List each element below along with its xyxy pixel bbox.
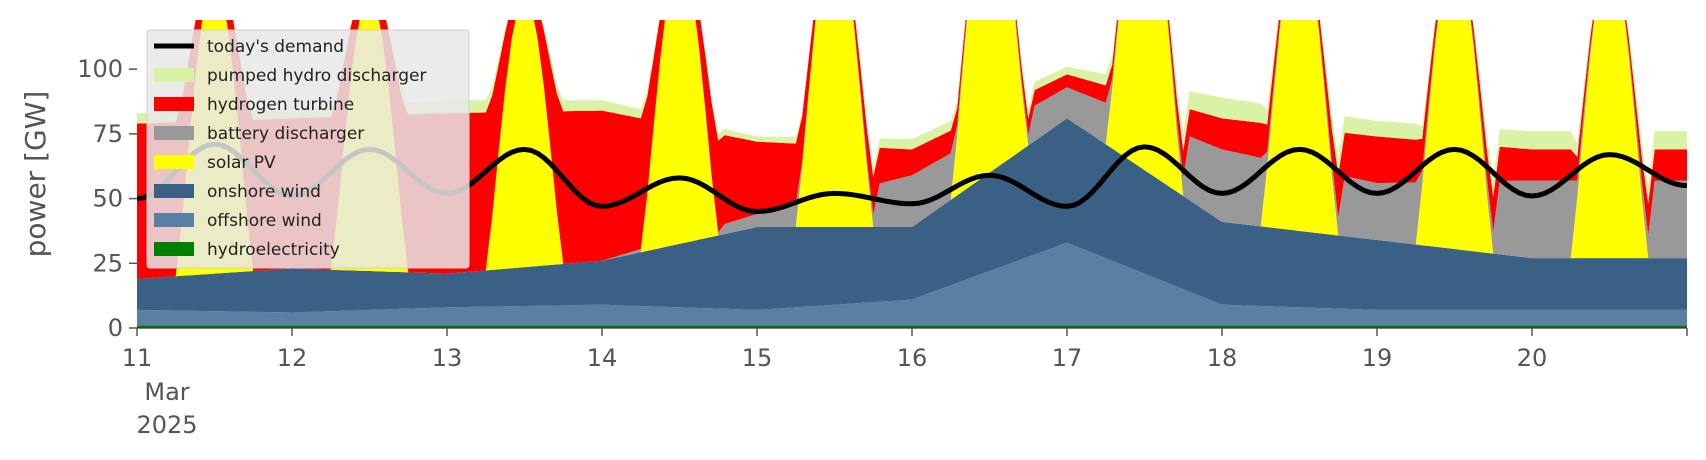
area-hydroelectricity <box>137 325 1687 328</box>
legend-box <box>146 29 470 269</box>
legend: today's demand pumped hydro discharger hyd… <box>146 29 470 269</box>
axes: 0 25 50 75 100 11 12 13 14 15 16 17 18 19 20 Mar 2025 <box>77 55 1688 439</box>
x-tick-label: 19 <box>1362 344 1393 372</box>
x-tick-label: 18 <box>1207 344 1238 372</box>
legend-item: solar PV <box>207 153 276 173</box>
x-tick-label: 16 <box>897 344 928 372</box>
y-tick-label: 100 <box>77 55 123 83</box>
legend-swatch <box>154 242 194 256</box>
x-tick-sublabel: 2025 <box>136 411 197 439</box>
legend-swatch <box>154 68 194 82</box>
legend-item: today's demand <box>207 37 344 57</box>
area-layers <box>137 20 1687 328</box>
area-hydrogen-turbine <box>137 20 1687 279</box>
legend-item: onshore wind <box>207 182 321 202</box>
y-tick-label: 0 <box>108 314 123 342</box>
legend-swatch <box>154 184 194 198</box>
area-battery-discharger <box>137 20 1687 279</box>
legend-swatch <box>154 155 194 169</box>
y-tick-label: 25 <box>92 249 123 277</box>
x-tick-label: 20 <box>1517 344 1548 372</box>
area-stack <box>137 20 1687 328</box>
legend-item: offshore wind <box>207 211 322 231</box>
x-tick-label: 11 <box>122 344 153 372</box>
legend-swatch <box>154 213 194 227</box>
area-solar-pv <box>137 20 1687 279</box>
area-onshore-wind <box>137 118 1687 313</box>
x-tick-label: 17 <box>1052 344 1083 372</box>
y-tick-label: 50 <box>92 185 123 213</box>
x-tick-sublabel: Mar <box>144 378 189 406</box>
x-tick-label: 15 <box>742 344 773 372</box>
legend-item: battery discharger <box>207 124 364 144</box>
legend-swatch <box>154 126 194 140</box>
x-tick-label: 14 <box>587 344 618 372</box>
x-tick-label: 12 <box>277 344 308 372</box>
y-tick-label: 75 <box>92 120 123 148</box>
legend-item: hydrogen turbine <box>207 95 354 115</box>
area-offshore-wind <box>137 242 1687 326</box>
legend-swatch <box>154 97 194 111</box>
y-axis-label: power [GW] <box>19 91 52 258</box>
legend-item: pumped hydro discharger <box>207 66 426 86</box>
legend-item: hydroelectricity <box>207 240 340 260</box>
x-tick-label: 13 <box>432 344 463 372</box>
